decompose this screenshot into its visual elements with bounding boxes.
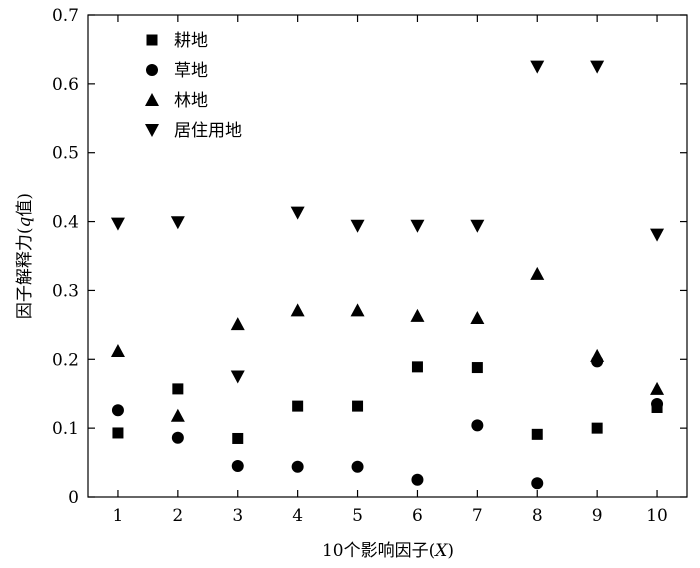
series-0-point — [292, 400, 304, 412]
legend-label: 草地 — [174, 61, 208, 81]
series-1-point — [411, 473, 424, 486]
series-1-point — [111, 404, 124, 417]
series-2-point — [410, 308, 425, 322]
series-2-point — [170, 408, 185, 422]
series-0-point — [112, 427, 124, 439]
y-tick-label: 0.7 — [52, 6, 79, 26]
series-1-point — [231, 460, 244, 473]
x-tick-label: 1 — [113, 506, 124, 526]
x-tick-label: 9 — [592, 506, 603, 526]
x-tick-label: 3 — [232, 506, 243, 526]
x-tick-label: 5 — [352, 506, 363, 526]
legend-marker — [146, 64, 158, 76]
series-3-point — [470, 219, 485, 233]
series-1-point — [351, 460, 364, 473]
series-1-point — [531, 477, 544, 490]
series-1-point — [471, 419, 484, 432]
axes: 0 0.1 0.2 0.3 0.4 0.5 0.6 0.7 1 2 3 4 5 6 7 8 9 10 — [52, 6, 688, 526]
legend-label: 林地 — [174, 91, 208, 111]
x-axis-title: 10个影响因子(X) — [322, 541, 454, 561]
data-markers — [110, 60, 665, 490]
series-0-point — [172, 383, 184, 395]
series-2-point — [650, 381, 665, 395]
series-3-point — [170, 216, 185, 230]
x-tick-label: 10 — [646, 506, 668, 526]
series-2-point — [530, 266, 545, 280]
x-tick-label: 2 — [172, 506, 183, 526]
series-1-point — [651, 398, 664, 411]
y-tick-label: 0 — [68, 488, 79, 508]
legend-marker — [145, 124, 159, 137]
legend-label: 耕地 — [174, 31, 208, 51]
y-tick-label: 0.5 — [52, 144, 79, 164]
series-3-point — [650, 228, 665, 242]
series-0-point — [411, 361, 423, 373]
series-3-point — [110, 217, 125, 231]
plot-frame — [87, 14, 688, 498]
series-1-point — [171, 431, 184, 444]
series-3-point — [410, 219, 425, 233]
series-3-point — [290, 206, 305, 220]
y-tick-label: 0.1 — [52, 419, 79, 439]
legend-marker — [145, 93, 159, 106]
y-tick-label: 0.2 — [52, 350, 79, 370]
y-tick-label: 0.4 — [52, 213, 79, 233]
series-1-point — [291, 460, 304, 473]
series-3-point — [350, 219, 365, 233]
series-2-point — [590, 348, 605, 362]
series-2-point — [350, 303, 365, 317]
x-tick-label: 4 — [292, 506, 303, 526]
series-0-point — [352, 400, 364, 412]
x-tick-label: 7 — [472, 506, 483, 526]
series-0-point — [591, 422, 603, 434]
y-tick-label: 0.3 — [52, 281, 79, 301]
series-3-point — [590, 60, 605, 74]
series-0-point — [471, 362, 483, 374]
y-tick-label: 0.6 — [52, 75, 79, 95]
series-2-point — [110, 344, 125, 358]
series-0-point — [232, 432, 244, 444]
series-3-point — [530, 60, 545, 74]
series-2-point — [470, 310, 485, 324]
series-0-point — [531, 428, 543, 440]
x-tick-label: 6 — [412, 506, 423, 526]
series-3-point — [230, 370, 245, 384]
legend-marker — [146, 34, 158, 46]
y-axis-title: 因子解释力(q值) — [15, 193, 35, 319]
legend-label: 居住用地 — [174, 121, 242, 141]
series-2-point — [230, 317, 245, 331]
series-2-point — [290, 303, 305, 317]
x-tick-label: 8 — [532, 506, 543, 526]
